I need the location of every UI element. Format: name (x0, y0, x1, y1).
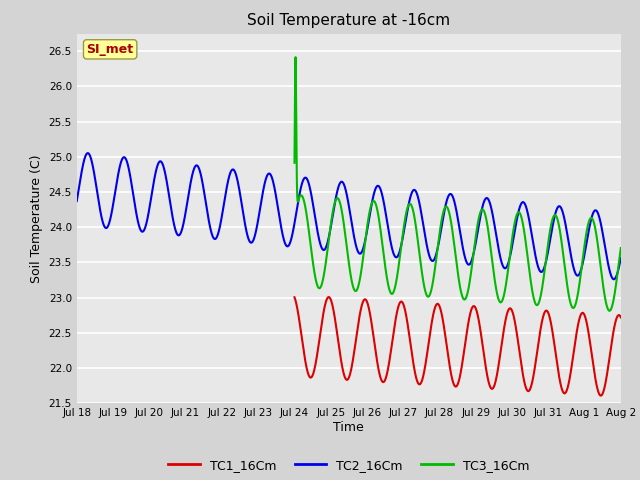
Legend: TC1_16Cm, TC2_16Cm, TC3_16Cm: TC1_16Cm, TC2_16Cm, TC3_16Cm (163, 454, 534, 477)
Text: SI_met: SI_met (86, 43, 134, 56)
X-axis label: Time: Time (333, 421, 364, 434)
Title: Soil Temperature at -16cm: Soil Temperature at -16cm (247, 13, 451, 28)
Y-axis label: Soil Temperature (C): Soil Temperature (C) (30, 154, 43, 283)
